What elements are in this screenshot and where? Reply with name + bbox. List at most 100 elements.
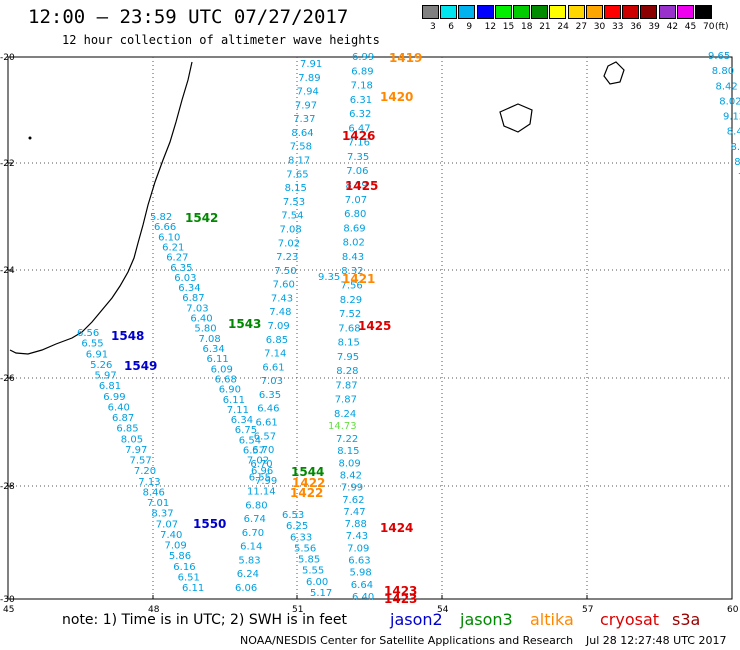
track-value: 7.52: [339, 309, 361, 320]
track-value: 6.51: [178, 572, 200, 583]
track-value: 6.70: [242, 528, 264, 539]
pass-time-label: 1424: [380, 521, 413, 535]
track-value: 6.96: [251, 466, 273, 477]
legend-label-9: 9: [466, 22, 473, 32]
track-value: 7.02: [278, 238, 300, 249]
track-value: 6.31: [350, 95, 372, 106]
track-value: 8.05: [121, 434, 143, 445]
track-value: 5.17: [310, 588, 332, 599]
track-value: 7.03: [261, 376, 283, 387]
track-value: 7.97: [295, 100, 317, 111]
track-value: 6.99: [103, 392, 125, 403]
legend-swatch-24: [549, 5, 567, 19]
legend-label-12: 12: [484, 22, 497, 32]
track-value: 6.80: [245, 500, 267, 511]
legend-label-6: 6: [448, 22, 454, 32]
track-value: 7.54: [281, 211, 303, 222]
track-value: 6.25: [286, 521, 308, 532]
track-value: 6.24: [237, 569, 259, 580]
track-value: 6.16: [173, 562, 195, 573]
track-value: 8.29: [346, 181, 368, 192]
track-value: 8.17: [288, 156, 310, 167]
track-value: 5.80: [194, 324, 216, 335]
track-value: 6.53: [282, 510, 304, 521]
legend-label-70: 70: [703, 22, 715, 32]
track-value: 6.06: [235, 583, 257, 594]
lon-label: 45: [3, 605, 14, 615]
legend-swatch-21: [531, 5, 549, 19]
lat-label: -30: [0, 595, 15, 605]
track-value: 6.61: [256, 418, 278, 429]
track-value: 7.99: [255, 476, 277, 487]
track-value: 7.35: [347, 152, 369, 163]
track-value: 7.87: [335, 395, 357, 406]
mauritius-island: [603, 61, 625, 85]
track-value: 6.35: [259, 390, 281, 401]
track-value: 7.95: [337, 352, 359, 363]
track-value: 7.18: [351, 81, 373, 92]
track-value: 7.43: [271, 293, 293, 304]
lat-label: -20: [0, 53, 15, 63]
legend-swatch-9: [458, 5, 476, 19]
track-value: 6.87: [182, 293, 204, 304]
track-value: 8.29: [340, 295, 362, 306]
legend-label-42: 42: [666, 22, 679, 32]
track-value: 6.40: [108, 402, 130, 413]
track-value: 8.02: [719, 96, 740, 107]
track-value: 6.70: [250, 459, 272, 470]
lon-label: 60: [727, 605, 739, 615]
track-value: 6.91: [86, 349, 108, 360]
track-value: 6.66: [154, 222, 176, 233]
legend-swatch-70: [695, 5, 712, 19]
track-value: 6.09: [211, 364, 233, 375]
pass-time-label: 1549: [124, 359, 157, 373]
track-value: 5.83: [238, 555, 260, 566]
track-value: 6.61: [262, 362, 284, 373]
legend-label-15: 15: [502, 22, 515, 32]
track-value: 7.68: [338, 323, 360, 334]
track-value: 7.97: [125, 445, 147, 456]
track-value: 6.64: [351, 580, 373, 591]
track-value: 7.43: [346, 531, 368, 542]
special-value: 9.35: [318, 272, 340, 283]
pass-time-label: 1550: [193, 517, 226, 531]
lat-label: -24: [0, 266, 15, 276]
pass-time-label: 1542: [185, 211, 218, 225]
track-value: 6.80: [344, 209, 366, 220]
track-value: 7.48: [269, 307, 291, 318]
track-value: 6.90: [219, 385, 241, 396]
track-value: 6.56: [77, 328, 99, 339]
legend-label-30: 30: [593, 22, 606, 32]
track-value: 7.16: [348, 138, 370, 149]
track-value: 9.65: [708, 51, 730, 62]
track-value: 7.89: [298, 73, 320, 84]
track-value: 6.33: [290, 532, 312, 543]
pass-time-label: 1544: [291, 465, 324, 479]
track-value: 6.35: [170, 263, 192, 274]
track-value: 8.3: [731, 142, 740, 153]
pass-time-label: 1543: [228, 317, 261, 331]
track-value: 8.80: [712, 66, 734, 77]
credit-line: NOAA/NESDIS Center for Satellite Applica…: [240, 634, 574, 647]
track-value: 6.27: [166, 253, 188, 264]
track-value: 7.09: [268, 321, 290, 332]
legend-label-45: 45: [684, 22, 697, 32]
islet: [28, 136, 32, 140]
track-value: 6.57: [243, 446, 265, 457]
track-value: 7: [738, 172, 740, 183]
pass-time-label: 1423: [384, 584, 417, 598]
legend-swatch-18: [513, 5, 530, 19]
track-value: 7.57: [130, 456, 152, 467]
track-value: 7.91: [300, 59, 322, 70]
track-value: 8.15: [285, 183, 307, 194]
track-value: 6.00: [306, 577, 328, 588]
track-value: 7.58: [290, 142, 312, 153]
special-value: 14.73: [328, 421, 357, 432]
track-value: 6.47: [348, 123, 370, 134]
pass-time-label: 1425: [358, 319, 391, 333]
map-frame: [7, 56, 733, 600]
track-value: 6.99: [352, 52, 374, 63]
track-value: 8.42: [716, 81, 738, 92]
track-value: 6.34: [178, 283, 200, 294]
